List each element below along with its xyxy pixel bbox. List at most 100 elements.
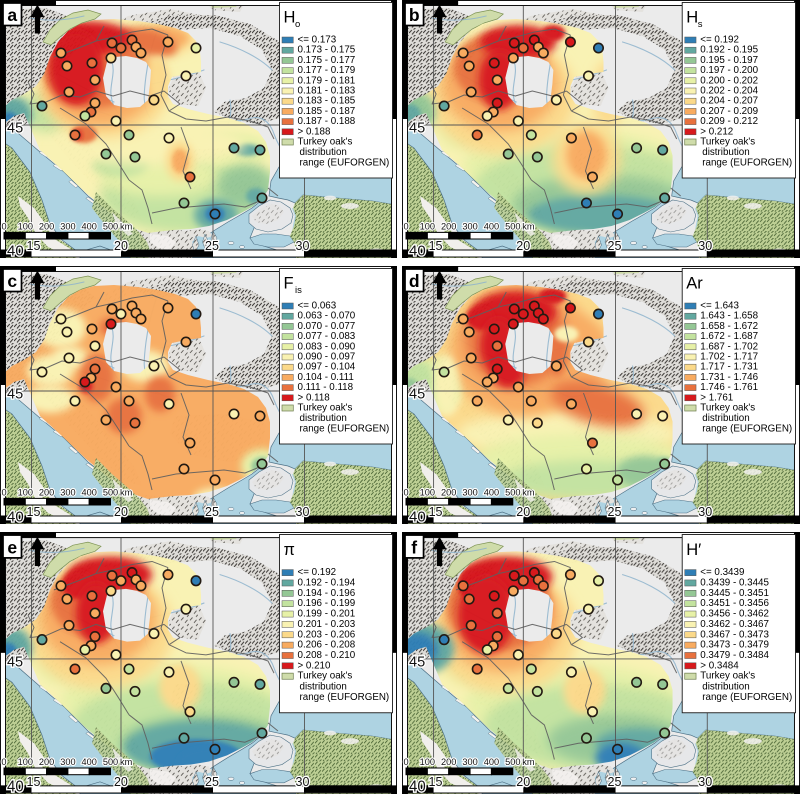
svg-text:range (EUFORGEN): range (EUFORGEN) (300, 158, 390, 169)
svg-text:20: 20 (114, 505, 128, 519)
svg-text:0.077 - 0.083: 0.077 - 0.083 (298, 331, 356, 342)
svg-text:km: km (120, 222, 133, 232)
svg-text:Turkey oak's: Turkey oak's (700, 137, 755, 148)
svg-text:40: 40 (409, 509, 426, 524)
svg-text:0.203 - 0.206: 0.203 - 0.206 (298, 629, 356, 640)
svg-text:> 0.188: > 0.188 (298, 126, 332, 137)
svg-text:0.179 - 0.181: 0.179 - 0.181 (298, 75, 356, 86)
svg-text:500: 500 (103, 222, 118, 232)
svg-text:o: o (295, 19, 300, 30)
svg-text:40: 40 (409, 778, 426, 794)
svg-text:0.3451 - 0.3456: 0.3451 - 0.3456 (700, 598, 769, 609)
svg-text:f: f (411, 537, 417, 557)
svg-text:15: 15 (27, 505, 41, 519)
svg-text:400: 400 (82, 488, 97, 498)
svg-text:400: 400 (484, 222, 499, 232)
svg-text:Turkey oak's: Turkey oak's (700, 671, 755, 682)
svg-text:30: 30 (296, 505, 310, 519)
svg-text:500: 500 (505, 222, 520, 232)
svg-text:100: 100 (18, 222, 33, 232)
svg-text:0: 0 (403, 222, 408, 232)
svg-text:15: 15 (429, 775, 443, 789)
svg-text:0.194 - 0.196: 0.194 - 0.196 (298, 588, 356, 599)
svg-text:0.192 - 0.194: 0.192 - 0.194 (298, 577, 356, 588)
svg-text:0.070 - 0.077: 0.070 - 0.077 (298, 321, 356, 332)
svg-text:km: km (522, 488, 535, 498)
svg-text:200: 200 (441, 488, 456, 498)
svg-text:0.3462 - 0.3467: 0.3462 - 0.3467 (700, 619, 769, 630)
svg-text:0: 0 (403, 757, 408, 767)
svg-text:π: π (284, 540, 295, 559)
svg-text:100: 100 (420, 488, 435, 498)
svg-text:100: 100 (18, 488, 33, 498)
svg-text:20: 20 (516, 775, 530, 789)
svg-text:range (EUFORGEN): range (EUFORGEN) (702, 424, 792, 435)
svg-text:0.185 - 0.187: 0.185 - 0.187 (298, 106, 356, 117)
svg-text:400: 400 (484, 757, 499, 767)
svg-text:25: 25 (608, 775, 622, 789)
svg-text:300: 300 (462, 488, 477, 498)
svg-text:40: 40 (409, 243, 426, 258)
svg-text:0.204 - 0.207: 0.204 - 0.207 (700, 96, 758, 107)
svg-text:0.209 - 0.212: 0.209 - 0.212 (700, 116, 758, 127)
svg-text:H: H (686, 8, 698, 27)
svg-text:b: b (409, 5, 420, 25)
svg-text:distribution: distribution (300, 147, 347, 158)
svg-text:0.183 - 0.185: 0.183 - 0.185 (298, 96, 356, 107)
svg-text:0.090 - 0.097: 0.090 - 0.097 (298, 352, 356, 363)
svg-text:Turkey oak's: Turkey oak's (298, 137, 353, 148)
svg-text:0.3473 - 0.3479: 0.3473 - 0.3479 (700, 640, 769, 651)
svg-text:0.187 - 0.188: 0.187 - 0.188 (298, 116, 356, 127)
svg-text:> 0.118: > 0.118 (298, 392, 331, 403)
svg-text:0.206 - 0.208: 0.206 - 0.208 (298, 640, 356, 651)
svg-text:1.717 - 1.731: 1.717 - 1.731 (700, 362, 758, 373)
svg-text:200: 200 (39, 222, 54, 232)
svg-text:0.177 - 0.179: 0.177 - 0.179 (298, 65, 356, 76)
svg-text:400: 400 (82, 222, 97, 232)
svg-text:100: 100 (420, 757, 435, 767)
svg-text:45: 45 (7, 387, 23, 403)
svg-text:500: 500 (505, 757, 520, 767)
svg-text:15: 15 (429, 505, 443, 519)
svg-text:range (EUFORGEN): range (EUFORGEN) (702, 692, 792, 703)
svg-text:40: 40 (7, 509, 24, 525)
svg-text:1.702 - 1.717: 1.702 - 1.717 (700, 352, 758, 363)
svg-text:0.097 - 0.104: 0.097 - 0.104 (298, 362, 356, 373)
svg-text:km: km (522, 757, 535, 767)
svg-text:c: c (7, 271, 17, 291)
svg-text:100: 100 (18, 757, 33, 767)
svg-text:0: 0 (1, 757, 6, 767)
svg-text:0.175 - 0.177: 0.175 - 0.177 (298, 55, 356, 66)
svg-text:45: 45 (7, 121, 23, 137)
svg-text:Turkey oak's: Turkey oak's (298, 671, 353, 682)
svg-text:30: 30 (296, 239, 310, 253)
svg-text:is: is (295, 285, 302, 296)
svg-text:0.195 - 0.197: 0.195 - 0.197 (700, 55, 758, 66)
svg-text:> 0.210: > 0.210 (298, 660, 331, 671)
svg-text:0: 0 (1, 222, 6, 232)
svg-text:25: 25 (205, 505, 219, 519)
svg-text:30: 30 (698, 239, 712, 253)
svg-text:500: 500 (505, 488, 520, 498)
svg-text:40: 40 (7, 243, 24, 259)
svg-text:1.658 - 1.672: 1.658 - 1.672 (700, 321, 758, 332)
svg-text:H: H (284, 9, 296, 27)
svg-text:20: 20 (516, 505, 530, 519)
svg-text:15: 15 (27, 775, 41, 789)
svg-text:300: 300 (60, 488, 75, 498)
svg-text:km: km (120, 488, 133, 498)
svg-text:0.197 - 0.200: 0.197 - 0.200 (700, 65, 758, 76)
svg-text:0.199 - 0.201: 0.199 - 0.201 (298, 609, 356, 620)
svg-text:200: 200 (39, 488, 54, 498)
svg-text:0.083 - 0.090: 0.083 - 0.090 (298, 341, 356, 352)
svg-text:100: 100 (420, 222, 435, 232)
svg-text:25: 25 (205, 775, 219, 789)
svg-text:km: km (120, 757, 133, 767)
svg-text:1.672 - 1.687: 1.672 - 1.687 (700, 331, 758, 342)
svg-text:45: 45 (409, 387, 425, 403)
svg-text:25: 25 (608, 239, 622, 253)
svg-text:30: 30 (698, 775, 712, 789)
svg-text:Ar: Ar (686, 274, 703, 293)
svg-text:45: 45 (7, 654, 23, 670)
svg-text:0.181 - 0.183: 0.181 - 0.183 (298, 86, 356, 97)
